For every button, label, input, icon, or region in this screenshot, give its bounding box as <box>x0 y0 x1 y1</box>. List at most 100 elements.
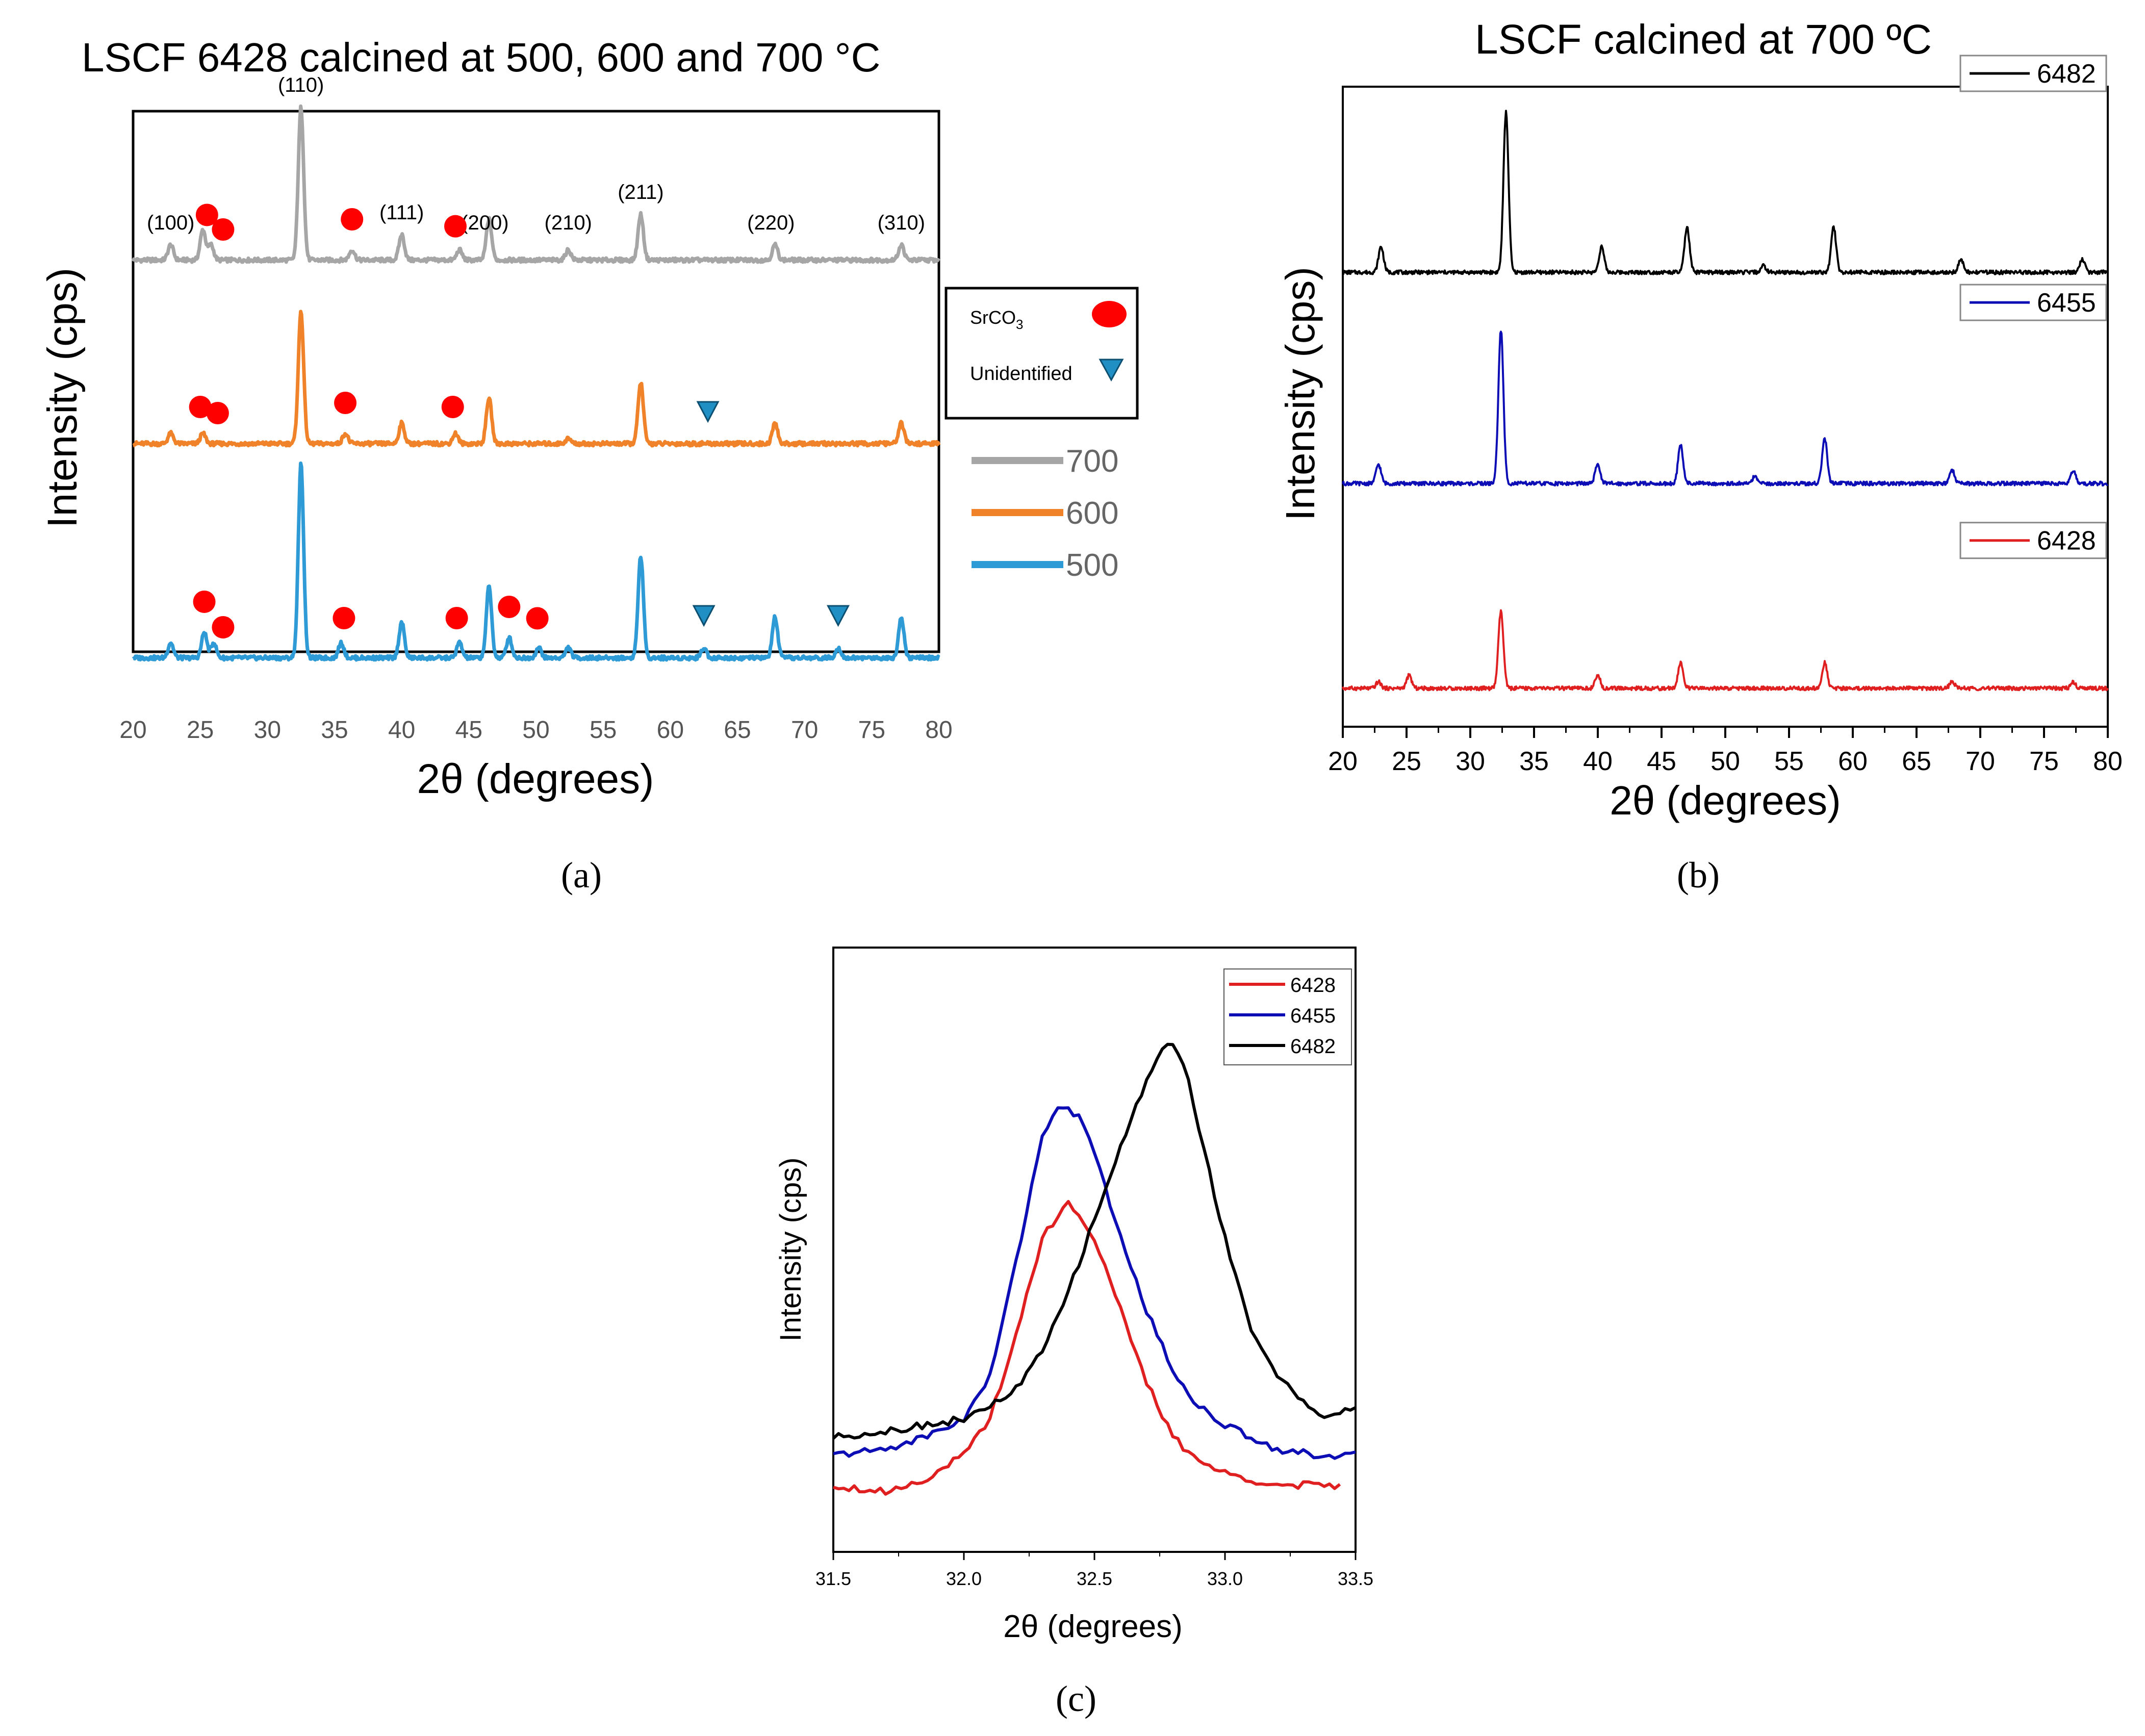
panel-b-legends: 6482 6455 6428 <box>1959 55 2107 559</box>
panel-b-x-ticks: 20 25 30 35 40 45 50 55 60 65 70 75 80 <box>1328 727 2123 776</box>
legend-srco3-marker <box>1092 301 1127 327</box>
srco3-marker <box>212 616 235 639</box>
panel-a-x-tick-label: 45 <box>455 717 482 744</box>
panel-b-x-tick-label: 45 <box>1647 747 1676 776</box>
panel-b-x-axis-label: 2θ (degrees) <box>1610 778 1841 823</box>
series-line-6482 <box>832 1042 1357 1440</box>
panel-a-x-ticks: 20 25 30 35 40 45 50 55 60 65 70 75 80 <box>119 717 952 744</box>
hkl-label: (310) <box>878 212 925 234</box>
panel-c-x-tick-label: 33.5 <box>1338 1568 1373 1589</box>
series-line-6428 <box>1342 609 2109 692</box>
panel-b-caption: (b) <box>1677 855 1720 896</box>
panel-b-curves <box>1342 110 2109 692</box>
panel-a-x-tick-label: 65 <box>724 717 751 744</box>
panel-a-x-tick-label: 20 <box>119 717 146 744</box>
srco3-marker <box>206 402 229 424</box>
panel-a-curves <box>131 104 941 662</box>
hkl-label: (211) <box>618 181 663 203</box>
srco3-marker <box>341 208 364 231</box>
panel-b-y-axis-label: Intensity (cps) <box>1278 267 1323 521</box>
legend-label-6455: 6455 <box>1290 1005 1336 1027</box>
panel-a-series-legend: 700 600 500 <box>972 444 1118 583</box>
panel-b-x-tick-label: 40 <box>1583 747 1613 776</box>
srco3-marker <box>441 395 464 418</box>
legend-unidentified-marker <box>1099 359 1124 382</box>
panel-b-x-tick-label: 50 <box>1710 747 1740 776</box>
series-line-6455 <box>833 1106 1356 1460</box>
panel-a-x-tick-label: 50 <box>522 717 549 744</box>
srco3-marker <box>333 606 355 629</box>
srco3-marker <box>212 218 235 241</box>
legend-srco3-label: SrCO3 <box>970 307 1023 332</box>
panel-a-x-tick-label: 25 <box>187 717 214 744</box>
srco3-marker <box>498 596 521 618</box>
unidentified-marker <box>692 605 716 627</box>
panel-c-x-tick-label: 33.0 <box>1207 1568 1243 1589</box>
panel-b-x-tick-label: 70 <box>1965 747 1995 776</box>
panel-b-x-tick-label: 35 <box>1519 747 1549 776</box>
panel-a-phase-markers <box>189 203 850 639</box>
panel-b-x-tick-label: 25 <box>1392 747 1421 776</box>
panel-b: LSCF calcined at 700 ºC 20 25 30 35 40 45 50 55… <box>1278 16 2123 896</box>
unidentified-marker <box>696 401 720 423</box>
panel-b-x-tick-label: 65 <box>1902 747 1931 776</box>
legend-label-6428: 6428 <box>2037 526 2096 556</box>
legend-label-6482: 6482 <box>1290 1035 1336 1058</box>
hkl-label: (220) <box>747 212 795 234</box>
series-line-500 <box>132 461 940 662</box>
srco3-marker <box>334 392 357 414</box>
panel-c-x-tick-label: 32.5 <box>1077 1568 1112 1589</box>
panel-c-caption: (c) <box>1056 1678 1096 1719</box>
panel-a-x-axis-label: 2θ (degrees) <box>417 756 654 802</box>
panel-a: LSCF 6428 calcined at 500, 600 and 700 °… <box>39 35 1139 896</box>
panel-b-x-tick-label: 80 <box>2093 747 2123 776</box>
panel-a-title: LSCF 6428 calcined at 500, 600 and 700 °… <box>82 35 880 80</box>
legend-label-500: 500 <box>1066 548 1118 583</box>
srco3-marker <box>193 590 216 613</box>
panel-c-x-tick-label: 31.5 <box>815 1568 851 1589</box>
panel-b-x-tick-label: 20 <box>1328 747 1358 776</box>
series-line-6482 <box>1342 110 2109 275</box>
legend-label-6482: 6482 <box>2037 59 2096 89</box>
panel-b-x-tick-label: 60 <box>1838 747 1868 776</box>
panel-c-curves <box>832 1042 1357 1496</box>
panel-a-hkl-labels: (100) (110) (111) (200) (210) (211) (220) (310) <box>147 74 925 234</box>
unidentified-marker <box>827 605 850 627</box>
panel-c-x-tick-label: 32.0 <box>946 1568 982 1589</box>
panel-b-x-tick-label: 55 <box>1774 747 1804 776</box>
panel-c-x-axis-label: 2θ (degrees) <box>1003 1609 1183 1644</box>
panel-a-x-tick-label: 35 <box>321 717 348 744</box>
legend-label-600: 600 <box>1066 496 1118 531</box>
panel-a-x-tick-label: 30 <box>254 717 281 744</box>
legend-label-700: 700 <box>1066 444 1118 479</box>
panel-b-title: LSCF calcined at 700 ºC <box>1475 16 1932 63</box>
series-line-6455 <box>1342 330 2108 487</box>
hkl-label: (100) <box>147 212 194 234</box>
panel-a-x-tick-label: 55 <box>590 717 617 744</box>
panel-a-x-tick-label: 75 <box>858 717 885 744</box>
hkl-label: (110) <box>278 74 324 96</box>
panel-c-x-ticks: 31.5 32.0 32.5 33.0 33.5 <box>815 1552 1373 1589</box>
srco3-marker <box>445 606 468 629</box>
panel-a-caption: (a) <box>561 855 602 896</box>
srco3-marker <box>189 395 212 418</box>
panel-c-legend: 6428 6455 6482 <box>1223 968 1352 1065</box>
hkl-label: (200) <box>461 212 508 234</box>
legend-label-6428: 6428 <box>1290 974 1336 997</box>
panel-c-y-axis-label: Intensity (cps) <box>774 1158 807 1342</box>
panel-a-x-tick-label: 40 <box>388 717 415 744</box>
panel-b-plot-frame <box>1342 86 2109 728</box>
panel-c: 31.5 32.0 32.5 33.0 33.5 6428 6455 6482 2θ (de… <box>774 947 1373 1719</box>
srco3-marker <box>195 203 218 226</box>
srco3-marker <box>444 215 467 238</box>
panel-b-x-tick-label: 75 <box>2029 747 2059 776</box>
srco3-marker <box>526 607 549 630</box>
hkl-label: (111) <box>379 201 424 224</box>
panel-a-x-tick-label: 80 <box>925 717 952 744</box>
panel-a-x-tick-label: 70 <box>791 717 818 744</box>
panel-b-x-tick-label: 30 <box>1455 747 1485 776</box>
hkl-label: (210) <box>545 212 592 234</box>
legend-label-6455: 6455 <box>2037 288 2096 318</box>
series-line-600 <box>132 310 941 448</box>
